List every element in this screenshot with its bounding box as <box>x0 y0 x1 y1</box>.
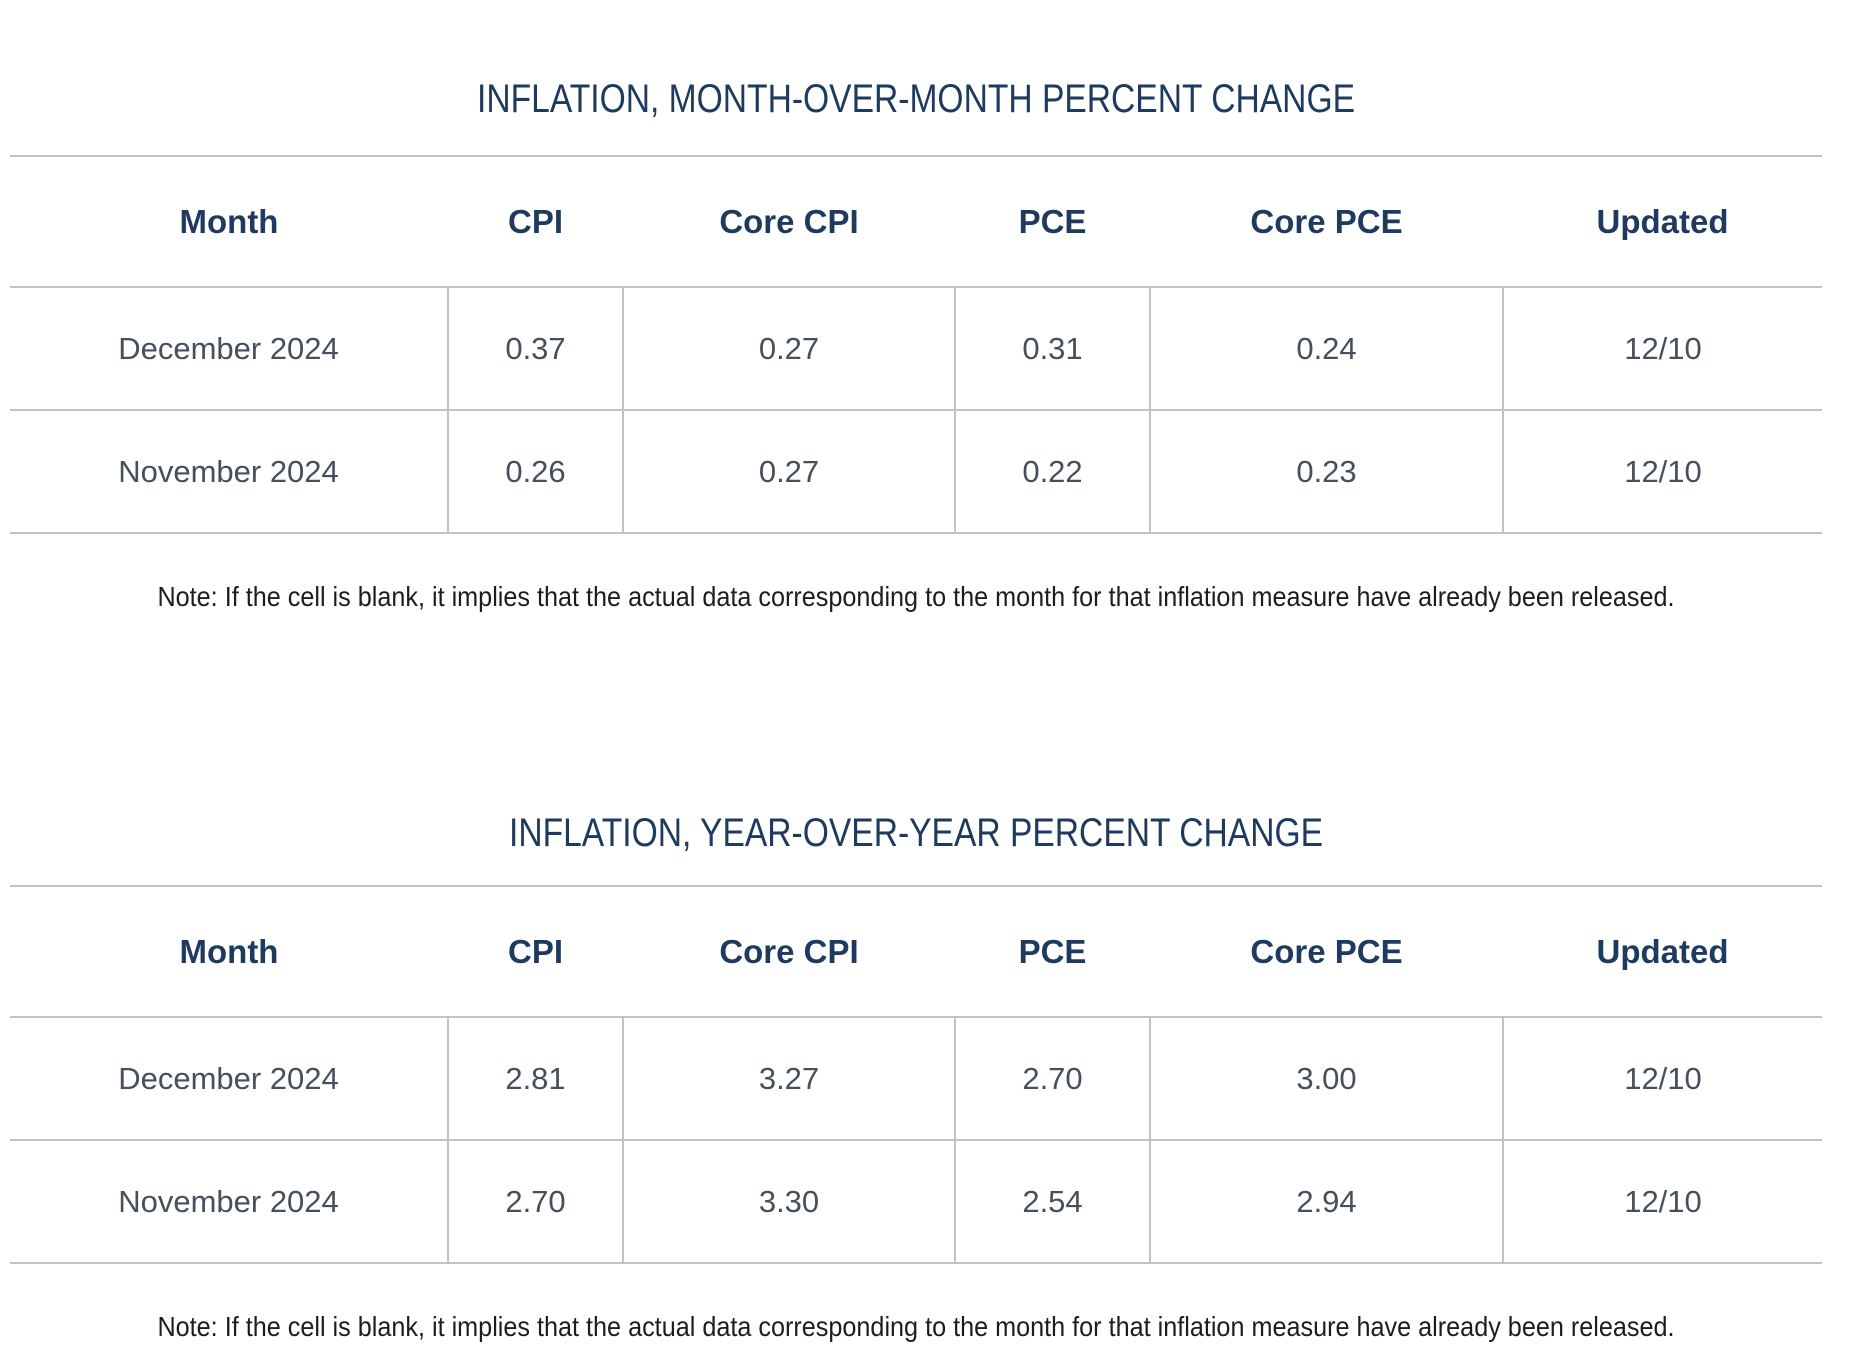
table-row: November 2024 2.70 3.30 2.54 2.94 12/10 <box>10 1140 1822 1264</box>
header-row: Month CPI Core CPI PCE Core PCE Updated <box>10 155 1822 288</box>
table-cell-core-cpi: 3.27 <box>622 1017 955 1141</box>
table-cell-core-pce: 2.94 <box>1149 1140 1503 1264</box>
table-cell-month: November 2024 <box>10 410 448 534</box>
column-header-cpi: CPI <box>448 885 623 1018</box>
table-cell-pce: 2.54 <box>954 1140 1150 1264</box>
column-header-core-pce: Core PCE <box>1150 155 1503 288</box>
column-header-core-cpi: Core CPI <box>623 885 955 1018</box>
table-cell-core-cpi: 3.30 <box>622 1140 955 1264</box>
table-cell-pce: 0.22 <box>954 410 1150 534</box>
table-row: December 2024 0.37 0.27 0.31 0.24 12/10 <box>10 287 1822 411</box>
table-cell-pce: 0.31 <box>954 287 1150 411</box>
column-header-month: Month <box>10 155 448 288</box>
column-header-cpi: CPI <box>448 155 623 288</box>
column-header-month: Month <box>10 885 448 1018</box>
table-cell-month: November 2024 <box>10 1140 448 1264</box>
table-cell-cpi: 0.26 <box>447 410 623 534</box>
year-over-year-section: INFLATION, YEAR-OVER-YEAR PERCENT CHANGE… <box>10 809 1822 1345</box>
column-header-core-cpi: Core CPI <box>623 155 955 288</box>
month-over-month-section: INFLATION, MONTH-OVER-MONTH PERCENT CHAN… <box>10 0 1822 615</box>
column-header-pce: PCE <box>955 885 1150 1018</box>
table-cell-core-pce: 0.23 <box>1149 410 1503 534</box>
column-header-updated: Updated <box>1503 885 1822 1018</box>
table-title-mom: INFLATION, MONTH-OVER-MONTH PERCENT CHAN… <box>477 77 1355 121</box>
table-cell-updated: 12/10 <box>1502 1017 1822 1141</box>
table-note-mom: Note: If the cell is blank, it implies t… <box>157 581 1675 612</box>
table-cell-updated: 12/10 <box>1502 410 1822 534</box>
table-cell-cpi: 2.81 <box>447 1017 623 1141</box>
table-cell-updated: 12/10 <box>1502 287 1822 411</box>
table-row: December 2024 2.81 3.27 2.70 3.00 12/10 <box>10 1017 1822 1141</box>
header-row: Month CPI Core CPI PCE Core PCE Updated <box>10 885 1822 1018</box>
table-cell-month: December 2024 <box>10 287 448 411</box>
table-cell-month: December 2024 <box>10 1017 448 1141</box>
column-header-updated: Updated <box>1503 155 1822 288</box>
table-cell-updated: 12/10 <box>1502 1140 1822 1264</box>
table-title-yoy: INFLATION, YEAR-OVER-YEAR PERCENT CHANGE <box>508 811 1324 855</box>
table-note-yoy: Note: If the cell is blank, it implies t… <box>157 1311 1675 1342</box>
table-cell-core-pce: 3.00 <box>1149 1017 1503 1141</box>
table-cell-cpi: 0.37 <box>447 287 623 411</box>
table-cell-core-cpi: 0.27 <box>622 410 955 534</box>
yoy-table: Month CPI Core CPI PCE Core PCE Updated … <box>10 885 1822 1264</box>
table-cell-core-pce: 0.24 <box>1149 287 1503 411</box>
table-cell-cpi: 2.70 <box>447 1140 623 1264</box>
column-header-core-pce: Core PCE <box>1150 885 1503 1018</box>
table-cell-pce: 2.70 <box>954 1017 1150 1141</box>
mom-table: Month CPI Core CPI PCE Core PCE Updated … <box>10 155 1822 534</box>
table-row: November 2024 0.26 0.27 0.22 0.23 12/10 <box>10 410 1822 534</box>
column-header-pce: PCE <box>955 155 1150 288</box>
table-cell-core-cpi: 0.27 <box>622 287 955 411</box>
